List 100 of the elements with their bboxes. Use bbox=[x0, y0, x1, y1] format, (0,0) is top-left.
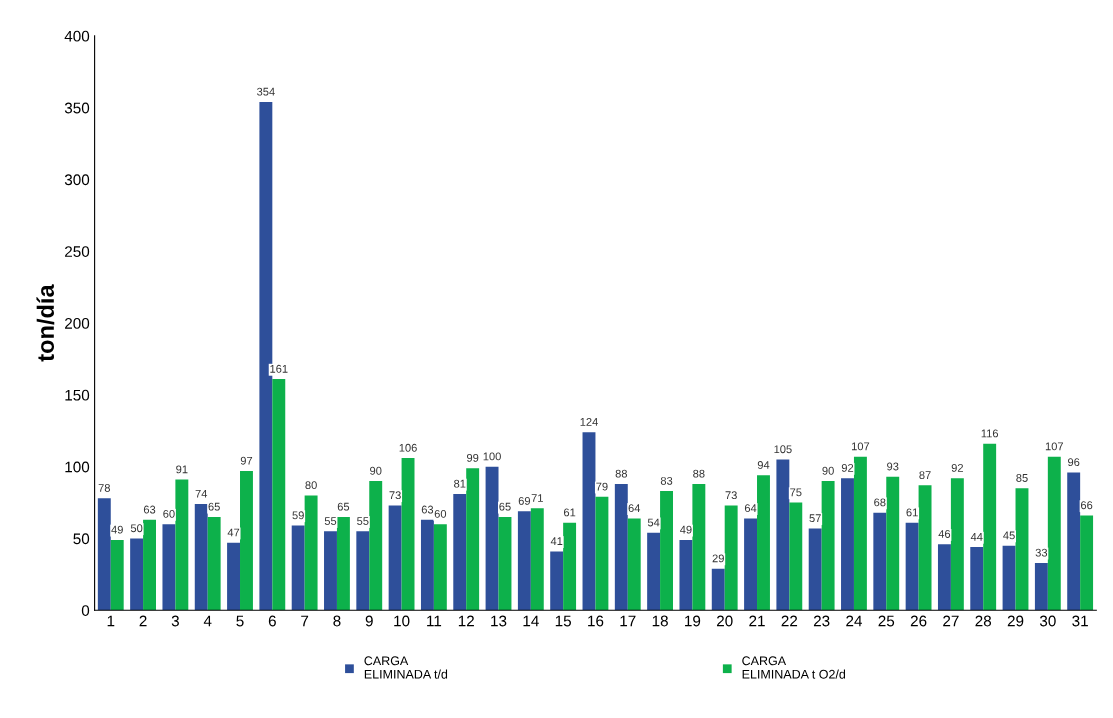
x-tick-label: 12 bbox=[458, 615, 474, 627]
bar bbox=[886, 476, 900, 611]
bar bbox=[937, 544, 951, 611]
data-label: 60 bbox=[434, 509, 447, 518]
data-label: 69 bbox=[518, 496, 531, 505]
x-tick-label: 4 bbox=[203, 615, 212, 627]
bar bbox=[853, 456, 867, 611]
data-label: 61 bbox=[563, 508, 576, 517]
x-tick-label: 30 bbox=[1039, 615, 1056, 627]
data-label: 79 bbox=[596, 482, 608, 491]
bar bbox=[401, 458, 415, 611]
data-label: 116 bbox=[981, 429, 999, 438]
data-label: 354 bbox=[257, 87, 275, 96]
data-label: 92 bbox=[951, 463, 963, 472]
bar bbox=[356, 531, 370, 611]
bar bbox=[162, 524, 176, 611]
data-label: 83 bbox=[660, 476, 673, 485]
bar bbox=[582, 432, 596, 611]
bar bbox=[744, 518, 758, 611]
bar bbox=[711, 568, 725, 611]
bar bbox=[194, 504, 208, 611]
data-label: 29 bbox=[712, 554, 724, 563]
x-tick-label: 25 bbox=[878, 615, 895, 627]
bar bbox=[388, 505, 402, 611]
bar bbox=[808, 528, 822, 611]
data-label: 80 bbox=[305, 481, 317, 490]
data-label: 107 bbox=[852, 442, 870, 451]
y-tick-label: 200 bbox=[65, 317, 90, 329]
x-tick-label: 10 bbox=[394, 615, 410, 627]
bar bbox=[1080, 515, 1094, 611]
data-label: 100 bbox=[483, 452, 501, 461]
data-label: 161 bbox=[270, 364, 288, 373]
x-tick-label: 2 bbox=[139, 615, 147, 627]
data-label: 65 bbox=[499, 502, 511, 511]
x-tick-label: 20 bbox=[716, 615, 733, 627]
data-label: 60 bbox=[163, 509, 175, 518]
x-tick-label: 1 bbox=[107, 615, 115, 627]
data-label: 50 bbox=[130, 524, 143, 533]
data-label: 105 bbox=[774, 445, 792, 454]
data-label: 41 bbox=[550, 537, 563, 545]
y-tick-label: 350 bbox=[64, 102, 90, 114]
bar bbox=[821, 481, 835, 611]
data-label: 71 bbox=[531, 494, 543, 502]
bar bbox=[240, 471, 253, 611]
data-label: 90 bbox=[822, 466, 834, 475]
data-label: 47 bbox=[227, 528, 240, 537]
data-label: 96 bbox=[1068, 458, 1080, 467]
y-tick-label: 50 bbox=[73, 533, 90, 545]
data-label: 106 bbox=[399, 443, 417, 452]
bar bbox=[757, 475, 770, 611]
data-label: 59 bbox=[292, 511, 304, 520]
data-label: 78 bbox=[98, 484, 110, 492]
bar bbox=[453, 493, 467, 611]
bar bbox=[692, 483, 706, 611]
bar bbox=[614, 483, 628, 611]
x-tick-label: 26 bbox=[910, 615, 927, 627]
bar bbox=[530, 508, 544, 611]
data-label: 81 bbox=[454, 479, 466, 488]
x-tick-label: 24 bbox=[846, 615, 863, 627]
data-label: 99 bbox=[467, 453, 479, 462]
bar bbox=[1015, 488, 1029, 611]
x-tick-label: 5 bbox=[236, 615, 244, 627]
bar bbox=[1047, 456, 1061, 611]
data-label: 97 bbox=[240, 456, 253, 465]
data-label: 74 bbox=[195, 489, 208, 498]
bar bbox=[550, 551, 564, 611]
bar bbox=[563, 522, 577, 611]
x-tick-label: 31 bbox=[1072, 615, 1088, 627]
x-tick-label: 14 bbox=[523, 615, 539, 627]
data-label: 73 bbox=[389, 491, 401, 500]
data-label: 54 bbox=[647, 518, 660, 527]
data-label: 55 bbox=[357, 517, 369, 525]
y-tick-label: 150 bbox=[65, 389, 90, 401]
x-tick-label: 7 bbox=[301, 615, 309, 627]
x-tick-label: 23 bbox=[813, 615, 830, 627]
data-label: 93 bbox=[887, 462, 899, 471]
bar bbox=[627, 518, 641, 611]
bar bbox=[841, 478, 854, 611]
data-label: 90 bbox=[370, 466, 382, 475]
data-label: 68 bbox=[874, 498, 886, 507]
data-label: 94 bbox=[757, 461, 770, 469]
bar bbox=[776, 459, 790, 611]
data-label: 55 bbox=[324, 517, 337, 525]
y-tick-label: 0 bbox=[81, 605, 90, 616]
bar bbox=[97, 498, 111, 611]
bar bbox=[498, 516, 512, 611]
bar bbox=[1034, 562, 1048, 611]
data-label: 88 bbox=[693, 469, 705, 478]
data-label: 49 bbox=[111, 525, 123, 534]
data-label: 75 bbox=[790, 488, 802, 497]
bar bbox=[207, 516, 221, 611]
x-tick-label: 3 bbox=[171, 615, 179, 627]
x-tick-label: 18 bbox=[652, 615, 668, 627]
bar bbox=[485, 466, 499, 611]
x-tick-label: 21 bbox=[749, 615, 765, 627]
bar bbox=[291, 525, 305, 611]
x-tick-label: 6 bbox=[268, 615, 276, 627]
bar bbox=[647, 532, 661, 611]
data-label: 65 bbox=[337, 502, 350, 511]
data-label: 92 bbox=[841, 463, 854, 472]
